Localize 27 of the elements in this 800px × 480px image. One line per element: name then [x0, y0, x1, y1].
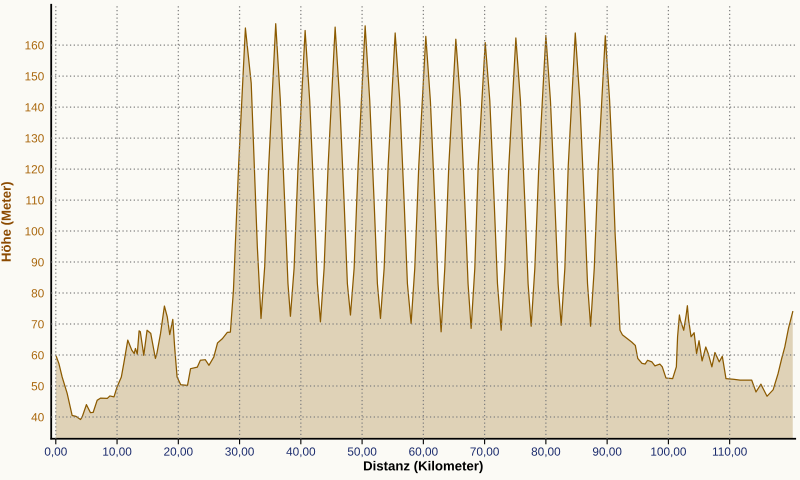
y-tick-label: 90	[32, 258, 44, 266]
y-tick-label: 40	[31, 413, 44, 422]
x-tick-label: 60,00	[409, 447, 438, 458]
y-tick-label: 110	[26, 196, 44, 204]
y-tick-label: 120	[25, 165, 44, 174]
y-tick-label: 80	[32, 289, 44, 298]
x-tick-label: 40,00	[286, 447, 316, 458]
x-tick-label: 100,00	[651, 447, 686, 458]
y-tick-label: 100	[25, 227, 44, 236]
x-axis-title: Distanz (Kilometer)	[364, 460, 483, 474]
x-tick-label: 20,00	[164, 447, 193, 458]
x-tick-label: 80,00	[532, 447, 560, 458]
y-tick-label: 50	[32, 382, 44, 390]
x-tick-label: 30,00	[225, 447, 254, 458]
y-tick-label: 150	[25, 72, 44, 80]
x-tick-label: 90,00	[592, 447, 622, 458]
x-tick-label: 70,00	[470, 447, 499, 458]
x-tick-label: 10,00	[103, 447, 132, 458]
x-tick-label: 110,00	[712, 447, 747, 458]
y-tick-label: 130	[25, 134, 44, 142]
y-tick-label: 60	[32, 351, 44, 360]
x-tick-label: 0,00	[44, 447, 67, 458]
y-tick-label: 140	[25, 103, 44, 112]
x-tick-label: 50,00	[348, 447, 376, 458]
y-tick-label: 160	[25, 41, 44, 50]
y-axis-title: Höhe (Meter)	[1, 182, 14, 262]
y-tick-label: 70	[32, 320, 44, 328]
